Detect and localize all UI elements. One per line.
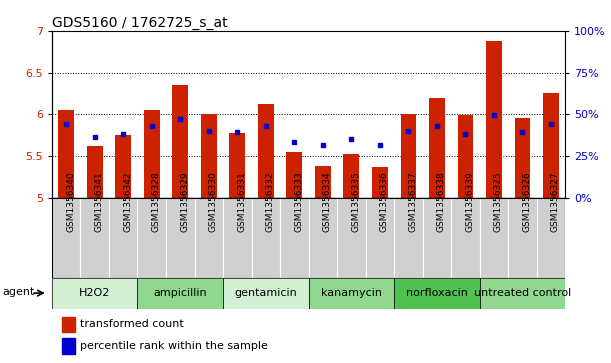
Text: GSM1356325: GSM1356325	[494, 171, 503, 232]
Text: GSM1356335: GSM1356335	[351, 171, 360, 232]
Text: GSM1356332: GSM1356332	[266, 171, 275, 232]
Bar	[394, 278, 480, 309]
Bar	[115, 135, 131, 198]
Text: gentamicin: gentamicin	[235, 288, 297, 298]
Bar	[59, 110, 74, 198]
Text: GSM1356330: GSM1356330	[209, 171, 218, 232]
Bar	[394, 198, 423, 278]
Text: GSM1356328: GSM1356328	[152, 171, 161, 232]
Bar	[480, 198, 508, 278]
Text: GDS5160 / 1762725_s_at: GDS5160 / 1762725_s_at	[52, 16, 227, 30]
Text: transformed count: transformed count	[80, 319, 184, 329]
Text: GSM1356326: GSM1356326	[522, 171, 532, 232]
Text: GSM1356337: GSM1356337	[408, 171, 417, 232]
Text: norfloxacin: norfloxacin	[406, 288, 468, 298]
Bar	[223, 278, 309, 309]
Text: GSM1356339: GSM1356339	[466, 171, 474, 232]
Bar	[52, 198, 81, 278]
Text: GSM1356338: GSM1356338	[437, 171, 446, 232]
Bar	[423, 198, 451, 278]
Bar	[365, 198, 394, 278]
Text: untreated control: untreated control	[474, 288, 571, 298]
Bar	[514, 118, 530, 198]
Bar	[315, 166, 331, 198]
Bar	[480, 278, 565, 309]
Bar	[508, 198, 536, 278]
Bar	[309, 198, 337, 278]
Bar	[372, 167, 388, 198]
Bar	[62, 338, 75, 354]
Bar	[287, 152, 302, 198]
Text: GSM1356333: GSM1356333	[295, 171, 303, 232]
Text: GSM1356340: GSM1356340	[66, 171, 75, 232]
Text: agent: agent	[2, 286, 35, 297]
Bar	[87, 146, 103, 198]
Bar	[194, 198, 223, 278]
Bar	[337, 198, 365, 278]
Bar	[166, 198, 194, 278]
Bar	[144, 110, 159, 198]
Bar	[201, 114, 216, 198]
Text: GSM1356327: GSM1356327	[551, 171, 560, 232]
Text: GSM1356329: GSM1356329	[180, 171, 189, 232]
Bar	[223, 198, 252, 278]
Text: ampicillin: ampicillin	[153, 288, 207, 298]
Bar	[258, 104, 274, 198]
Bar	[252, 198, 280, 278]
Bar	[543, 93, 559, 198]
Text: GSM1356336: GSM1356336	[380, 171, 389, 232]
Bar	[137, 198, 166, 278]
Bar	[172, 85, 188, 198]
Bar	[52, 278, 137, 309]
Text: GSM1356341: GSM1356341	[95, 171, 104, 232]
Text: kanamycin: kanamycin	[321, 288, 382, 298]
Text: GSM1356342: GSM1356342	[123, 172, 132, 232]
Bar	[229, 133, 245, 198]
Bar	[109, 198, 137, 278]
Bar	[429, 98, 445, 198]
Bar	[62, 317, 75, 332]
Bar	[343, 154, 359, 198]
Bar	[137, 278, 223, 309]
Bar	[309, 278, 394, 309]
Bar	[451, 198, 480, 278]
Bar	[536, 198, 565, 278]
Bar	[81, 198, 109, 278]
Bar	[458, 115, 473, 198]
Text: H2O2: H2O2	[79, 288, 111, 298]
Bar	[280, 198, 309, 278]
Text: percentile rank within the sample: percentile rank within the sample	[80, 341, 268, 351]
Text: GSM1356334: GSM1356334	[323, 171, 332, 232]
Text: GSM1356331: GSM1356331	[237, 171, 246, 232]
Bar	[486, 41, 502, 198]
Bar	[401, 114, 416, 198]
